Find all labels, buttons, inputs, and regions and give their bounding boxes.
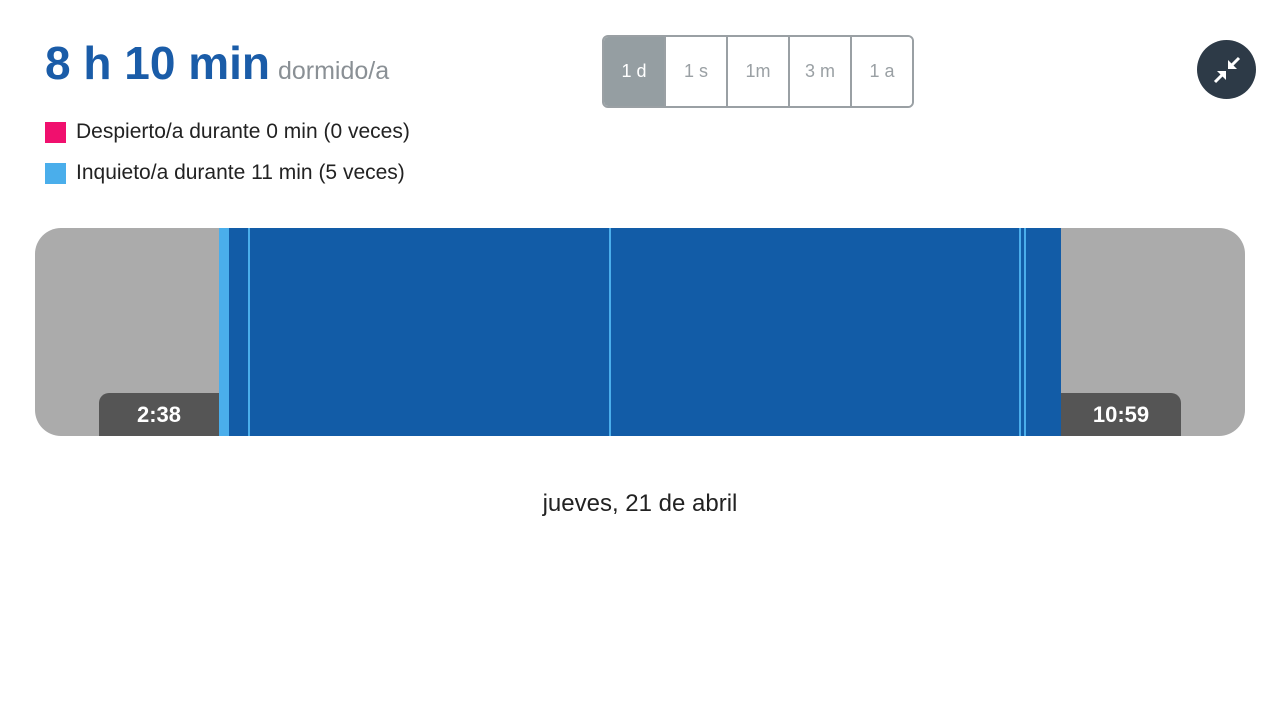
restless-segment: [219, 228, 230, 436]
range-tabs: 1 d 1 s 1m 3 m 1 a: [602, 35, 914, 108]
sleep-duration: 8 h 10 min: [45, 37, 270, 89]
collapse-arrows-icon: [1213, 56, 1240, 83]
awake-swatch: [45, 121, 66, 143]
sleep-summary: 8 h 10 min dormido/a: [45, 36, 389, 90]
start-time-label: 2:38: [99, 393, 219, 436]
tab-1-month[interactable]: 1m: [726, 37, 788, 106]
restless-segment: [1018, 228, 1021, 436]
sleep-block: [219, 228, 1061, 436]
restless-swatch: [45, 162, 66, 184]
legend-restless: Inquieto/a durante 11 min (5 veces): [45, 161, 405, 185]
restless-segment: [247, 228, 250, 436]
collapse-button[interactable]: [1197, 40, 1256, 99]
end-time-label: 10:59: [1061, 393, 1181, 436]
sleep-duration-suffix: dormido/a: [277, 57, 390, 85]
restless-segment: [1024, 228, 1027, 436]
tab-3-months[interactable]: 3 m: [788, 37, 850, 106]
sleep-date: jueves, 21 de abril: [542, 490, 738, 517]
restless-segment: [608, 228, 611, 436]
tab-1-year[interactable]: 1 a: [850, 37, 912, 106]
tab-1-day[interactable]: 1 d: [604, 37, 664, 106]
sleep-timeline: 2:38 10:59: [35, 228, 1245, 436]
legend-restless-label: Inquieto/a durante 11 min (5 veces): [76, 161, 405, 184]
tab-1-week[interactable]: 1 s: [664, 37, 726, 106]
legend-awake: Despierto/a durante 0 min (0 veces): [45, 120, 410, 144]
legend-awake-label: Despierto/a durante 0 min (0 veces): [76, 120, 410, 143]
